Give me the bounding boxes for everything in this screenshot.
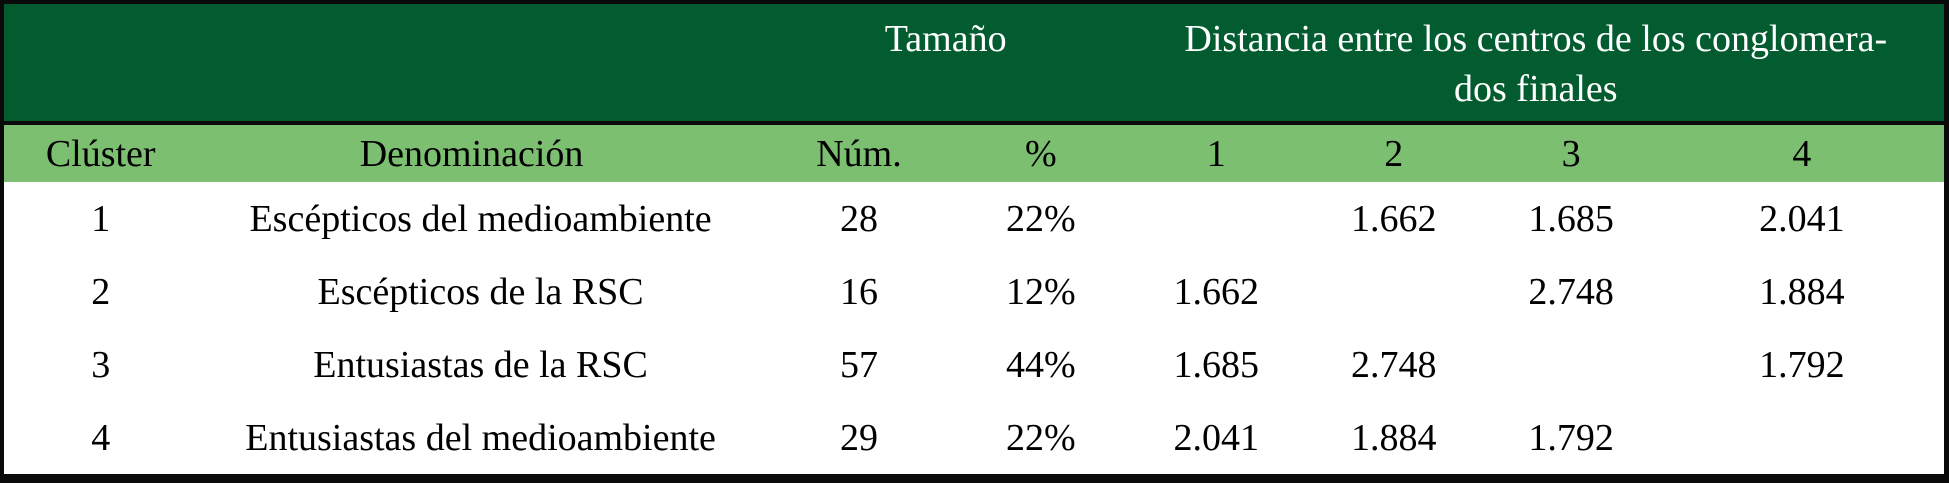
- cell-cluster-id: 3: [2, 328, 180, 401]
- cell-denomination: Entusiastas del medioambiente: [179, 401, 764, 479]
- cell-distance-4: 1.792: [1659, 328, 1947, 401]
- group-header-empty-cell: [2, 2, 764, 125]
- table-row-cluster-2: 2 Escépticos de la RSC 16 12% 1.662 2.74…: [2, 255, 1947, 328]
- cell-cluster-id: 4: [2, 401, 180, 479]
- cell-pct: 12%: [954, 255, 1128, 328]
- cell-denomination: Escépticos del medioambiente: [179, 182, 764, 255]
- cell-distance-2: 1.662: [1304, 182, 1483, 255]
- cell-distance-3: 1.685: [1482, 182, 1660, 255]
- col-header-pct: %: [954, 123, 1128, 182]
- cell-num: 16: [763, 255, 955, 328]
- cell-pct: 22%: [954, 182, 1128, 255]
- group-header-row: Tamaño Distancia entre los centros de lo…: [2, 2, 1947, 125]
- column-header-row: Clúster Denominación Núm. % 1 2 3 4: [2, 123, 1947, 182]
- cell-distance-1: [1127, 182, 1305, 255]
- group-header-size: Tamaño: [763, 2, 1128, 125]
- cell-distance-2: 2.748: [1304, 328, 1483, 401]
- col-header-distance-4: 4: [1659, 123, 1947, 182]
- cell-pct: 22%: [954, 401, 1128, 479]
- cell-distance-3: 1.792: [1482, 401, 1660, 479]
- group-header-distance-line2: dos finales: [1454, 68, 1618, 111]
- cell-denomination: Escépticos de la RSC: [179, 255, 764, 328]
- group-header-distance: Distancia entre los centros de los congl…: [1127, 2, 1947, 125]
- table-row-cluster-1: 1 Escépticos del medioambiente 28 22% 1.…: [2, 182, 1947, 255]
- cell-distance-4: 1.884: [1659, 255, 1947, 328]
- cell-cluster-id: 1: [2, 182, 180, 255]
- col-header-distance-3: 3: [1482, 123, 1660, 182]
- cell-num: 28: [763, 182, 955, 255]
- cell-num: 57: [763, 328, 955, 401]
- cell-distance-2: 1.884: [1304, 401, 1483, 479]
- col-header-distance-1: 1: [1127, 123, 1305, 182]
- table-row-cluster-3: 3 Entusiastas de la RSC 57 44% 1.685 2.7…: [2, 328, 1947, 401]
- cell-cluster-id: 2: [2, 255, 180, 328]
- col-header-cluster: Clúster: [2, 123, 180, 182]
- cell-num: 29: [763, 401, 955, 479]
- table-row-cluster-4: 4 Entusiastas del medioambiente 29 22% 2…: [2, 401, 1947, 479]
- cell-distance-4: [1659, 401, 1947, 479]
- cell-distance-1: 2.041: [1127, 401, 1305, 479]
- cell-distance-1: 1.662: [1127, 255, 1305, 328]
- col-header-denomination: Denominación: [179, 123, 764, 182]
- group-header-distance-line1: Distancia entre los centros de los congl…: [1184, 18, 1888, 60]
- col-header-num: Núm.: [763, 123, 955, 182]
- col-header-distance-2: 2: [1304, 123, 1483, 182]
- cell-distance-3: [1482, 328, 1660, 401]
- cell-distance-3: 2.748: [1482, 255, 1660, 328]
- cell-distance-2: [1304, 255, 1483, 328]
- cell-pct: 44%: [954, 328, 1128, 401]
- cell-distance-4: 2.041: [1659, 182, 1947, 255]
- cell-denomination: Entusiastas de la RSC: [179, 328, 764, 401]
- cell-distance-1: 1.685: [1127, 328, 1305, 401]
